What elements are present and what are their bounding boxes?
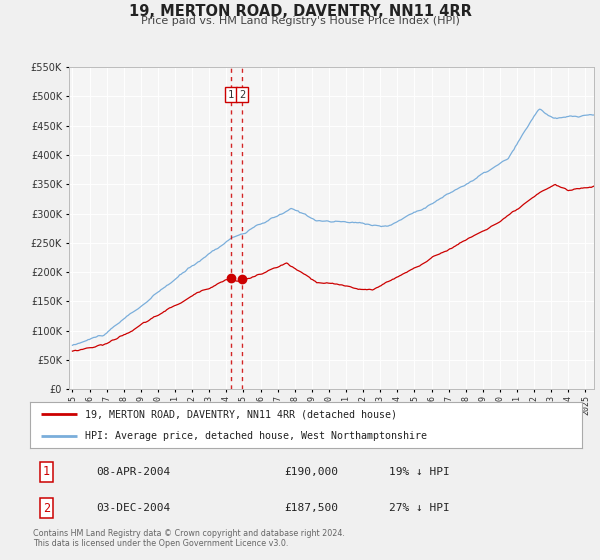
Text: Price paid vs. HM Land Registry's House Price Index (HPI): Price paid vs. HM Land Registry's House … xyxy=(140,16,460,26)
Text: 08-APR-2004: 08-APR-2004 xyxy=(96,467,170,477)
Text: 1: 1 xyxy=(228,90,234,100)
Text: 03-DEC-2004: 03-DEC-2004 xyxy=(96,503,170,513)
Text: 19, MERTON ROAD, DAVENTRY, NN11 4RR: 19, MERTON ROAD, DAVENTRY, NN11 4RR xyxy=(128,4,472,20)
Text: 19% ↓ HPI: 19% ↓ HPI xyxy=(389,467,449,477)
Text: 2: 2 xyxy=(43,502,50,515)
Text: Contains HM Land Registry data © Crown copyright and database right 2024.: Contains HM Land Registry data © Crown c… xyxy=(33,529,345,538)
Text: HPI: Average price, detached house, West Northamptonshire: HPI: Average price, detached house, West… xyxy=(85,431,427,441)
Text: 19, MERTON ROAD, DAVENTRY, NN11 4RR (detached house): 19, MERTON ROAD, DAVENTRY, NN11 4RR (det… xyxy=(85,409,397,419)
Text: This data is licensed under the Open Government Licence v3.0.: This data is licensed under the Open Gov… xyxy=(33,539,289,548)
Text: 1: 1 xyxy=(43,465,50,478)
Text: £190,000: £190,000 xyxy=(284,467,338,477)
Text: 27% ↓ HPI: 27% ↓ HPI xyxy=(389,503,449,513)
Text: £187,500: £187,500 xyxy=(284,503,338,513)
Text: 2: 2 xyxy=(239,90,245,100)
